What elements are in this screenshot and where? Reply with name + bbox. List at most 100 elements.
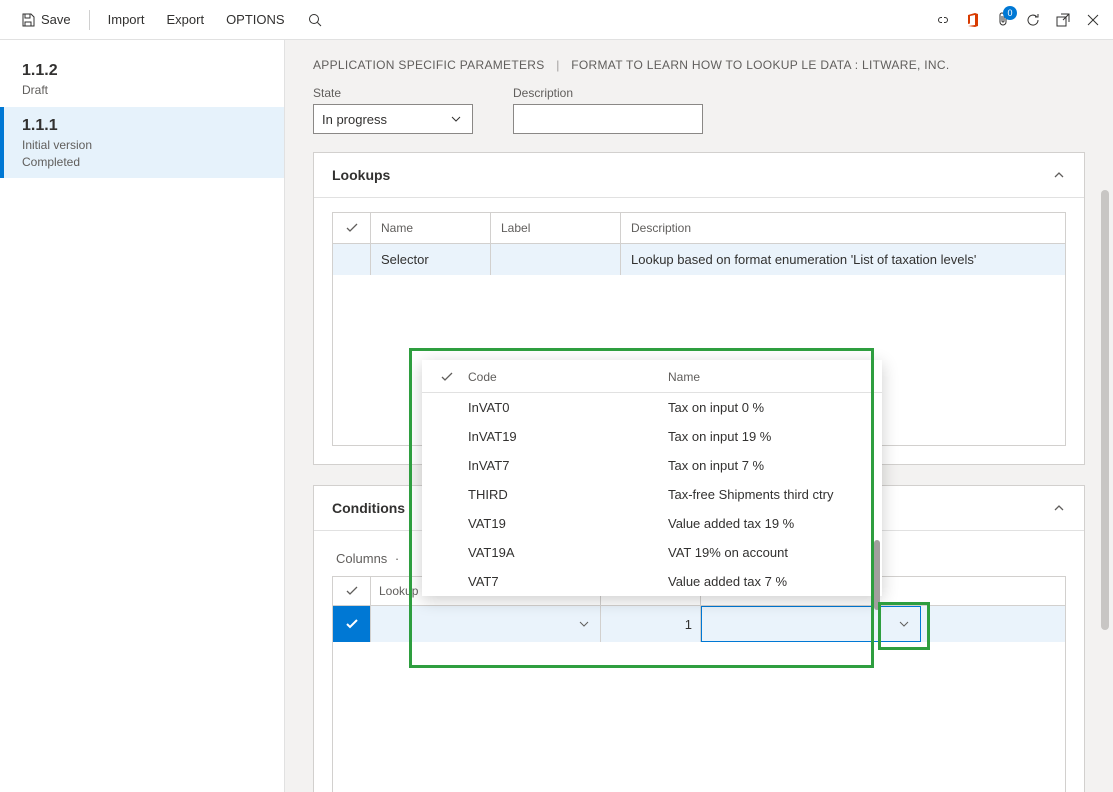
conditions-row[interactable]: 1	[333, 606, 1065, 642]
description-field-group: Description	[513, 86, 703, 134]
state-select[interactable]: In progress	[313, 104, 473, 134]
col-description[interactable]: Description	[621, 213, 1065, 243]
row-line[interactable]: 1	[601, 606, 701, 642]
flyout-row-name: Tax on input 7 %	[668, 458, 864, 473]
version-subtext: Completed	[22, 154, 262, 171]
header-form: State In progress Description	[313, 86, 1085, 134]
row-select-checked[interactable]	[333, 606, 371, 642]
flyout-row-name: Value added tax 7 %	[668, 574, 864, 589]
flyout-col-name[interactable]: Name	[668, 370, 864, 384]
options-label: OPTIONS	[226, 12, 285, 27]
search-icon	[307, 12, 323, 28]
columns-label: Columns	[336, 551, 387, 566]
version-sidebar: 1.1.2 Draft 1.1.1 Initial version Comple…	[0, 40, 285, 792]
conditions-empty-area	[333, 642, 1065, 792]
col-select[interactable]	[333, 213, 371, 243]
state-value: In progress	[322, 112, 387, 127]
flyout-row-name: Tax-free Shipments third ctry	[668, 487, 864, 502]
flyout-row-name: VAT 19% on account	[668, 545, 864, 560]
row-lookup[interactable]	[371, 606, 601, 642]
col-name[interactable]: Name	[371, 213, 491, 243]
flyout-row[interactable]: InVAT19Tax on input 19 %	[422, 422, 882, 451]
close-icon[interactable]	[1085, 12, 1101, 28]
flyout-row-code: THIRD	[468, 487, 668, 502]
popout-icon[interactable]	[1055, 12, 1071, 28]
row-description: Lookup based on format enumeration 'List…	[621, 244, 1065, 275]
flyout-row-check	[440, 400, 468, 415]
export-button[interactable]: Export	[158, 8, 212, 31]
flyout-header: Code Name	[422, 360, 882, 393]
code-lookup-flyout: Code Name InVAT0Tax on input 0 %InVAT19T…	[422, 360, 882, 596]
lookups-grid-header: Name Label Description	[333, 213, 1065, 244]
col-select[interactable]	[333, 577, 371, 605]
description-input[interactable]	[513, 104, 703, 134]
flyout-row-code: VAT19A	[468, 545, 668, 560]
office-icon[interactable]	[965, 12, 981, 28]
row-select[interactable]	[333, 244, 371, 275]
version-subtext: Initial version	[22, 137, 262, 154]
save-label: Save	[41, 12, 71, 27]
flyout-row-check	[440, 574, 468, 589]
link-icon[interactable]	[935, 12, 951, 28]
conditions-title: Conditions	[332, 500, 405, 516]
separator	[89, 10, 90, 30]
flyout-row-check	[440, 487, 468, 502]
breadcrumb-right: FORMAT TO LEARN HOW TO LOOKUP LE DATA : …	[571, 58, 949, 72]
col-label[interactable]: Label	[491, 213, 621, 243]
row-code[interactable]	[701, 606, 921, 642]
row-label	[491, 244, 621, 275]
toolbar-right: 0	[935, 12, 1101, 28]
flyout-row-name: Tax on input 0 %	[668, 400, 864, 415]
flyout-row[interactable]: VAT7Value added tax 7 %	[422, 567, 882, 596]
attachment-badge: 0	[1003, 6, 1017, 20]
import-label: Import	[108, 12, 145, 27]
attachment-icon[interactable]: 0	[995, 12, 1011, 28]
lookups-row[interactable]: Selector Lookup based on format enumerat…	[333, 244, 1065, 275]
flyout-row-code: VAT7	[468, 574, 668, 589]
flyout-row[interactable]: VAT19Value added tax 19 %	[422, 509, 882, 538]
breadcrumb-left: APPLICATION SPECIFIC PARAMETERS	[313, 58, 545, 72]
flyout-scrollbar[interactable]	[874, 540, 880, 610]
import-button[interactable]: Import	[100, 8, 153, 31]
state-label: State	[313, 86, 473, 100]
chevron-up-icon	[1052, 501, 1066, 515]
flyout-row[interactable]: THIRDTax-free Shipments third ctry	[422, 480, 882, 509]
refresh-icon[interactable]	[1025, 12, 1041, 28]
state-field-group: State In progress	[313, 86, 473, 134]
flyout-row[interactable]: InVAT7Tax on input 7 %	[422, 451, 882, 480]
breadcrumb: APPLICATION SPECIFIC PARAMETERS | FORMAT…	[313, 58, 1085, 72]
version-subtext: Draft	[22, 82, 262, 99]
flyout-row-name: Value added tax 19 %	[668, 516, 864, 531]
breadcrumb-sep: |	[556, 58, 559, 72]
flyout-col-select[interactable]	[440, 370, 468, 384]
app-toolbar: Save Import Export OPTIONS 0	[0, 0, 1113, 40]
lookups-title: Lookups	[332, 167, 390, 183]
chevron-down-icon	[448, 111, 464, 127]
flyout-row-check	[440, 429, 468, 444]
description-label: Description	[513, 86, 703, 100]
search-button[interactable]	[299, 8, 331, 32]
version-title: 1.1.2	[22, 62, 262, 80]
chevron-down-icon[interactable]	[576, 616, 592, 632]
flyout-row-code: InVAT0	[468, 400, 668, 415]
save-button[interactable]: Save	[12, 8, 79, 32]
chevron-up-icon	[1052, 168, 1066, 182]
flyout-row-check	[440, 516, 468, 531]
row-name: Selector	[371, 244, 491, 275]
options-button[interactable]: OPTIONS	[218, 8, 293, 31]
version-item-selected[interactable]: 1.1.1 Initial version Completed	[0, 107, 284, 179]
flyout-col-code[interactable]: Code	[468, 370, 668, 384]
flyout-row[interactable]: VAT19AVAT 19% on account	[422, 538, 882, 567]
export-label: Export	[166, 12, 204, 27]
version-item[interactable]: 1.1.2 Draft	[0, 52, 284, 107]
flyout-row-check	[440, 458, 468, 473]
flyout-row-check	[440, 545, 468, 560]
flyout-row[interactable]: InVAT0Tax on input 0 %	[422, 393, 882, 422]
flyout-row-code: InVAT7	[468, 458, 668, 473]
flyout-row-code: VAT19	[468, 516, 668, 531]
content-scrollbar[interactable]	[1101, 190, 1109, 630]
chevron-down-icon[interactable]	[896, 616, 912, 632]
lookups-header[interactable]: Lookups	[314, 153, 1084, 198]
save-icon	[20, 12, 36, 28]
version-title: 1.1.1	[22, 117, 262, 135]
